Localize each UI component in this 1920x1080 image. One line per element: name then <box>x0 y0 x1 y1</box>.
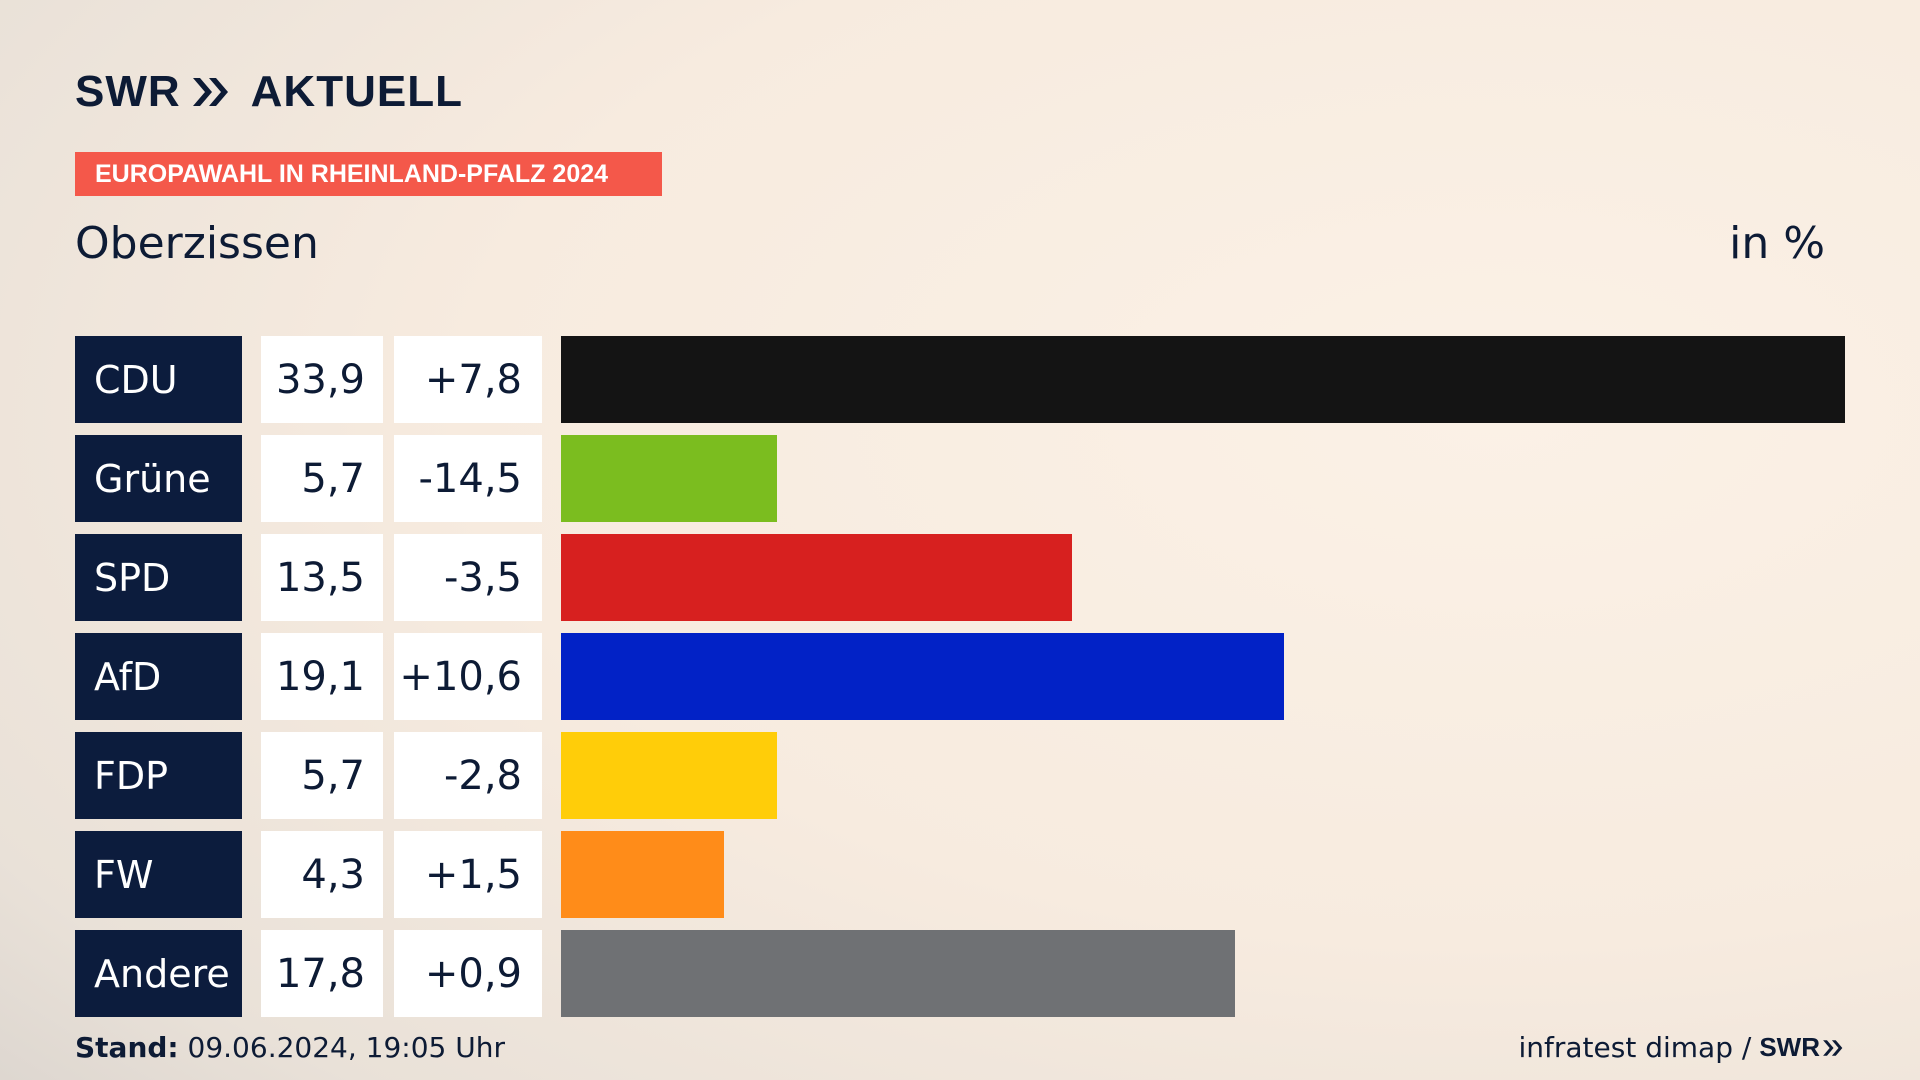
party-label: Andere <box>75 930 242 1017</box>
result-bar <box>561 534 1072 621</box>
party-label: CDU <box>75 336 242 423</box>
party-label: AfD <box>75 633 242 720</box>
change-label: +7,8 <box>394 336 542 423</box>
stand-label: Stand: <box>75 1031 179 1064</box>
timestamp: Stand: 09.06.2024, 19:05 Uhr <box>75 1031 505 1064</box>
vote-share-label: 17,8 <box>261 930 383 1017</box>
vote-share-label: 19,1 <box>261 633 383 720</box>
change-label: -3,5 <box>394 534 542 621</box>
result-bar <box>561 633 1284 720</box>
change-label: +0,9 <box>394 930 542 1017</box>
source-text: infratest dimap / <box>1518 1031 1752 1064</box>
party-label: FDP <box>75 732 242 819</box>
change-label: +10,6 <box>394 633 542 720</box>
result-bar <box>561 435 777 522</box>
region-title: Oberzissen <box>75 218 319 269</box>
brand-logo: SWR AKTUELL <box>75 67 463 116</box>
result-bar <box>561 930 1235 1017</box>
result-bar <box>561 732 777 819</box>
stand-value: 09.06.2024, 19:05 Uhr <box>187 1031 505 1064</box>
source-brand-text: SWR <box>1759 1032 1820 1062</box>
vote-share-label: 5,7 <box>261 732 383 819</box>
vote-share-label: 4,3 <box>261 831 383 918</box>
source-brand: SWR <box>1759 1032 1844 1063</box>
double-chevron-icon <box>192 78 228 106</box>
double-chevron-icon <box>1823 1039 1843 1056</box>
party-label: Grüne <box>75 435 242 522</box>
election-tag: EUROPAWAHL IN RHEINLAND-PFALZ 2024 <box>75 152 662 196</box>
vote-share-label: 13,5 <box>261 534 383 621</box>
party-label: SPD <box>75 534 242 621</box>
source-credit: infratest dimap / SWR <box>1519 1031 1845 1064</box>
brand-swr: SWR <box>75 67 181 116</box>
vote-share-label: 33,9 <box>261 336 383 423</box>
change-label: -14,5 <box>394 435 542 522</box>
change-label: -2,8 <box>394 732 542 819</box>
result-bar <box>561 336 1845 423</box>
brand-aktuell: AKTUELL <box>250 67 463 116</box>
party-label: FW <box>75 831 242 918</box>
change-label: +1,5 <box>394 831 542 918</box>
vote-share-label: 5,7 <box>261 435 383 522</box>
result-bar <box>561 831 724 918</box>
unit-label: in % <box>1729 218 1825 269</box>
